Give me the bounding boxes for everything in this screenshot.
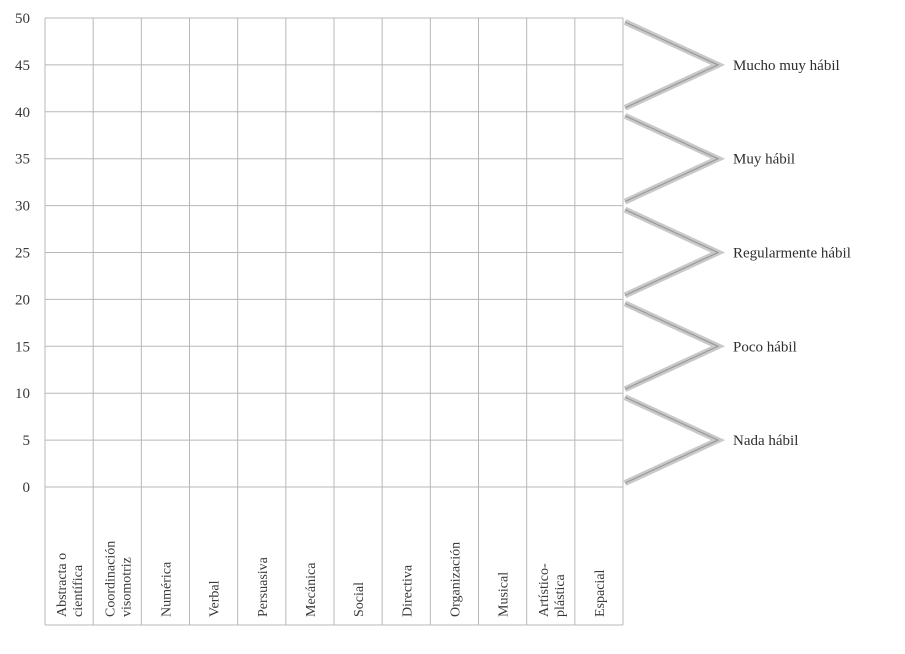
y-tick-label: 25 — [15, 246, 30, 262]
level-bracket-edge — [624, 115, 720, 203]
category-label: Social — [352, 582, 367, 617]
level-bracket — [623, 113, 726, 205]
category-label: Mecánica — [304, 562, 319, 617]
level-brackets — [623, 19, 726, 486]
category-label-line: científica — [71, 564, 86, 617]
y-tick-label: 5 — [23, 433, 31, 449]
category-label: Coordinación visomotriz — [103, 541, 134, 617]
level-bracket — [623, 206, 726, 299]
category-label: Organización — [448, 542, 463, 617]
category-label: Directiva — [400, 564, 415, 617]
y-tick-label: 30 — [15, 199, 30, 215]
category-label-line: plástica — [553, 573, 568, 617]
category-label-line: Social — [352, 582, 367, 617]
category-label-line: Coordinación — [103, 541, 118, 617]
category-label-line: Abstracta o — [55, 553, 70, 617]
level-bracket-edge — [624, 209, 720, 296]
level-label: Regularmente hábil — [733, 246, 851, 262]
level-bracket-edge — [624, 21, 720, 109]
y-tick-label: 50 — [15, 11, 30, 27]
category-label-line: Organización — [448, 542, 463, 617]
category-label-line: Espacial — [593, 569, 608, 617]
y-tick-label: 20 — [15, 292, 30, 308]
level-label: Mucho muy hábil — [733, 58, 840, 74]
level-labels: Mucho muy hábil Muy hábil Regularmente háb… — [733, 58, 851, 449]
level-label: Nada hábil — [733, 433, 798, 449]
y-tick-label: 35 — [15, 152, 30, 168]
category-label-line: Verbal — [208, 580, 223, 617]
category-label: Abstracta o científica — [55, 553, 86, 617]
category-label-line: Musical — [497, 572, 512, 617]
y-tick-label: 10 — [15, 386, 30, 402]
y-tick-label: 40 — [15, 105, 30, 121]
category-label-line: Directiva — [400, 564, 415, 617]
category-label: Espacial — [593, 569, 608, 617]
y-axis-ticks: 0 5 10 15 20 25 30 35 40 45 50 — [15, 11, 30, 496]
level-label: Poco hábil — [733, 339, 797, 355]
level-bracket — [623, 300, 726, 392]
y-tick-label: 45 — [15, 58, 30, 74]
level-bracket — [623, 394, 726, 486]
category-label-line: Artístico- — [537, 563, 552, 617]
category-label: Musical — [497, 572, 512, 617]
category-label-line: visomotriz — [119, 557, 134, 617]
y-tick-label: 0 — [23, 480, 31, 496]
level-bracket-edge — [624, 302, 720, 390]
level-label: Muy hábil — [733, 152, 795, 168]
level-bracket-edge — [624, 396, 720, 484]
level-bracket — [623, 19, 726, 111]
category-label: Artístico-plástica — [537, 563, 568, 617]
category-label-line: Numérica — [159, 561, 174, 617]
y-tick-label: 15 — [15, 339, 30, 355]
category-label: Verbal — [208, 580, 223, 617]
category-label-line: Persuasiva — [256, 556, 271, 617]
category-label: Persuasiva — [256, 556, 271, 617]
category-label: Numérica — [159, 561, 174, 617]
category-label-line: Mecánica — [304, 562, 319, 617]
x-axis-categories: Abstracta o científica Coordinación visomot… — [55, 541, 608, 617]
chart-grid — [44, 17, 624, 626]
